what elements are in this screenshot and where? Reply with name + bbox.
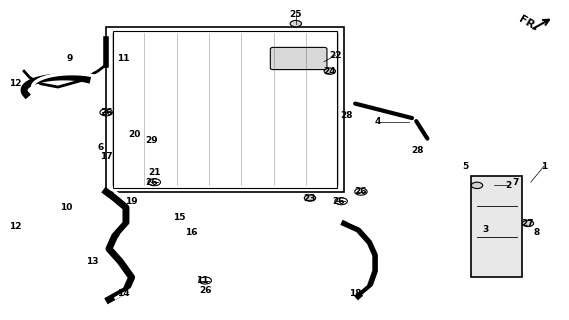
Text: 16: 16 [185,228,197,237]
Circle shape [324,68,336,74]
Text: 20: 20 [128,130,141,139]
Text: 28: 28 [340,111,353,120]
Text: 18: 18 [349,289,361,298]
Bar [106,27,344,192]
Text: 24: 24 [324,67,336,76]
Text: 23: 23 [304,194,316,203]
Text: 1: 1 [541,162,547,171]
Text: 11: 11 [196,276,209,285]
Text: 27: 27 [522,219,534,228]
Text: 3: 3 [483,225,489,234]
Text: 22: 22 [329,51,342,60]
Text: 8: 8 [533,228,539,237]
Text: 5: 5 [463,162,469,171]
Text: 2: 2 [505,181,512,190]
Text: 15: 15 [174,212,186,222]
Circle shape [304,195,316,201]
Circle shape [522,220,534,227]
Text: 4: 4 [375,117,381,126]
Bar [113,31,337,188]
Text: 19: 19 [125,197,138,206]
Text: 26: 26 [145,178,158,187]
Text: 26: 26 [354,187,367,196]
Circle shape [290,20,302,27]
Text: 7: 7 [512,178,519,187]
Text: 26: 26 [332,197,345,206]
Text: 29: 29 [145,136,158,146]
FancyBboxPatch shape [270,47,327,69]
Text: 17: 17 [100,152,113,161]
Bar [471,176,522,277]
Text: 25: 25 [290,10,302,19]
Text: 9: 9 [66,54,72,63]
Text: 10: 10 [60,203,73,212]
Text: 6: 6 [97,143,104,152]
Text: 12: 12 [9,222,22,231]
Text: 13: 13 [86,257,98,266]
Text: 21: 21 [148,168,160,177]
Text: FR.: FR. [517,14,539,33]
Text: 28: 28 [411,146,424,155]
Text: 14: 14 [117,289,129,298]
Text: 12: 12 [9,79,22,88]
Text: 26: 26 [199,285,212,295]
Circle shape [471,182,483,188]
Text: 11: 11 [117,54,129,63]
Text: 26: 26 [100,108,113,117]
